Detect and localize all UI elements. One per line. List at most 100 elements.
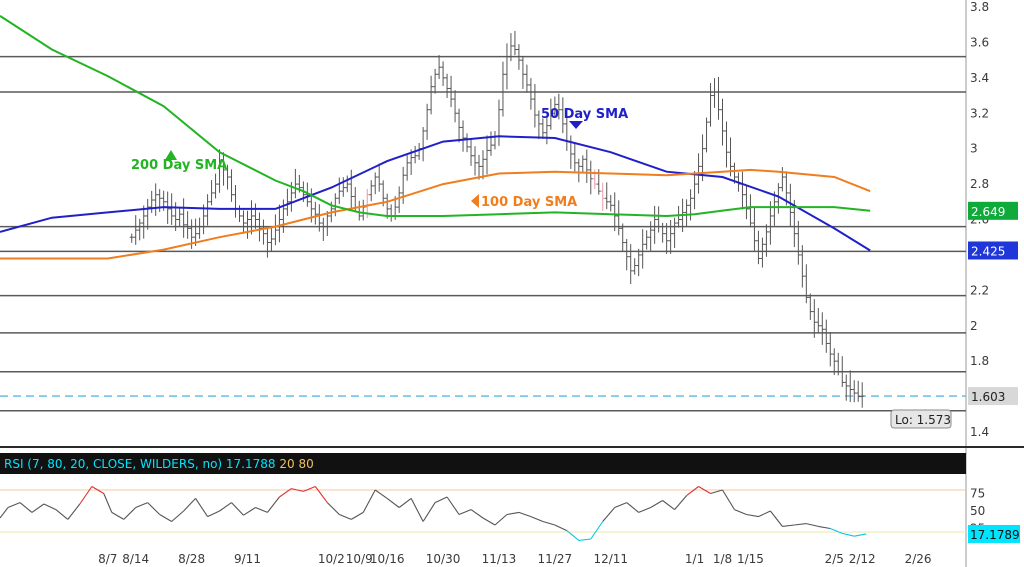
- rsi-line-segment: [470, 509, 484, 519]
- rsi-line-segment: [243, 507, 256, 516]
- rsi-line-segment: [422, 502, 436, 522]
- sma100-annotation: 100 Day SMA: [481, 195, 577, 210]
- x-tick-label: 11/27: [538, 552, 573, 566]
- rsi-line-segment: [854, 533, 867, 537]
- rsi-line-segment: [314, 486, 328, 503]
- rsi-line-segment: [231, 502, 244, 516]
- rsi-line-segment: [386, 497, 400, 508]
- rsi-line-segment: [818, 525, 831, 530]
- sma50-line: [0, 135, 871, 252]
- rsi-line-segment: [374, 489, 388, 499]
- rsi-line-segment: [291, 488, 304, 492]
- rsi-line-segment: [398, 497, 412, 508]
- y-tick-label: 3.2: [970, 106, 989, 120]
- rsi-line-segment: [830, 527, 843, 534]
- rsi-line-segment: [698, 486, 711, 494]
- rsi-line-segment: [31, 503, 45, 513]
- rsi-line-segment: [267, 496, 280, 513]
- rsi-line-segment: [183, 498, 196, 512]
- rsi-line-segment: [602, 507, 616, 522]
- x-tick-label: 2/12: [849, 552, 876, 566]
- rsi-header-value: 17.1788: [222, 457, 275, 471]
- rsi-line-segment: [614, 502, 627, 509]
- rsi-header: RSI (7, 80, 20, CLOSE, WILDERS, no) 17.1…: [4, 457, 314, 471]
- x-tick-label: 1/8: [713, 552, 732, 566]
- rsi-line-segment: [410, 498, 424, 522]
- rsi-line-segment: [219, 502, 232, 512]
- rsi-line-segment: [482, 517, 496, 526]
- sma200-value-badge-box: [968, 201, 1018, 220]
- last-price-badge: 1.603: [971, 390, 1005, 404]
- rsi-line-segment: [542, 520, 556, 526]
- rsi-title: RSI (7, 80, 20, CLOSE, WILDERS, no): [4, 457, 222, 471]
- rsi-line-segment: [326, 502, 340, 515]
- rsi-line-segment: [758, 510, 771, 518]
- rsi-line-segment: [446, 496, 460, 515]
- rsi-line-segment: [171, 510, 184, 522]
- rsi-line-segment: [578, 538, 591, 541]
- y-tick-label: 2: [970, 319, 978, 333]
- rsi-line-segment: [506, 511, 520, 516]
- rsi-line-segment: [722, 489, 735, 510]
- rsi-line-segment: [43, 503, 57, 511]
- rsi-line-segment: [79, 486, 93, 505]
- rsi-line-segment: [626, 502, 640, 513]
- rsi-panel: RSI (7, 80, 20, CLOSE, WILDERS, no) 17.1…: [0, 453, 1020, 543]
- rsi-header-bar: [0, 453, 966, 474]
- sma50-value-badge: 2.425: [971, 244, 1005, 258]
- rsi-line-segment: [554, 524, 568, 532]
- rsi-line-segment: [195, 498, 209, 517]
- rsi-value-badge: 17.1789: [970, 528, 1020, 542]
- rsi-line-segment: [303, 485, 316, 492]
- low-label-box: [890, 409, 952, 429]
- rsi-line-segment: [734, 509, 747, 516]
- rsi-y-tick-label: 50: [970, 504, 985, 518]
- rsi-line-segment: [566, 530, 580, 541]
- rsi-line-segment: [207, 510, 220, 518]
- y-tick-label: 3: [970, 142, 978, 156]
- x-tick-label: 1/1: [685, 552, 704, 566]
- rsi-y-tick-label: 75: [970, 487, 985, 501]
- y-tick-label: 2.2: [970, 283, 989, 297]
- rsi-line-segment: [638, 506, 651, 513]
- rsi-line-segment: [147, 502, 161, 515]
- sma100-arrow-left-icon: [471, 194, 479, 208]
- rsi-line-segment: [67, 503, 81, 520]
- rsi-line-segment: [91, 486, 105, 494]
- x-tick-label: 10/16: [370, 552, 405, 566]
- sma200-value-badge: 2.649: [971, 205, 1005, 219]
- y-tick-label: 3.4: [970, 71, 989, 85]
- rsi-line-segment: [135, 502, 148, 509]
- rsi-line-segment: [350, 511, 364, 520]
- y-tick-label: 1.8: [970, 354, 989, 368]
- x-tick-label: 8/28: [178, 552, 205, 566]
- y-tick-label: 3.6: [970, 35, 989, 49]
- rsi-line-segment: [806, 523, 819, 527]
- rsi-line-segment: [159, 514, 172, 522]
- rsi-line-segment: [339, 513, 352, 520]
- x-tick-label: 10/9: [346, 552, 373, 566]
- sma50-arrow-down-icon: [569, 121, 583, 129]
- rsi-line-segment: [494, 514, 508, 526]
- rsi-line-segment: [686, 486, 699, 497]
- rsi-line-segment: [662, 500, 675, 511]
- x-tick-label: 9/11: [234, 552, 261, 566]
- rsi-line-segment: [111, 511, 125, 520]
- x-tick-label: 10/2: [318, 552, 345, 566]
- rsi-line-segment: [530, 516, 544, 523]
- rsi-value-badge-box: [968, 524, 1020, 543]
- rsi-line-segment: [782, 524, 795, 527]
- x-tick-label: 2/26: [905, 552, 932, 566]
- sma50-value-badge-box: [968, 241, 1018, 260]
- rsi-line-segment: [590, 521, 604, 540]
- rsi-line-segment: [279, 488, 292, 498]
- x-tick-label: 10/30: [426, 552, 461, 566]
- rsi-line-segment: [362, 489, 376, 513]
- y-tick-label: 2.8: [970, 177, 989, 191]
- rsi-line-segment: [746, 513, 759, 518]
- x-tick-label: 8/14: [122, 552, 149, 566]
- rsi-line-segment: [19, 502, 33, 513]
- rsi-line-segment: [255, 506, 268, 513]
- rsi-line-segment: [434, 496, 448, 504]
